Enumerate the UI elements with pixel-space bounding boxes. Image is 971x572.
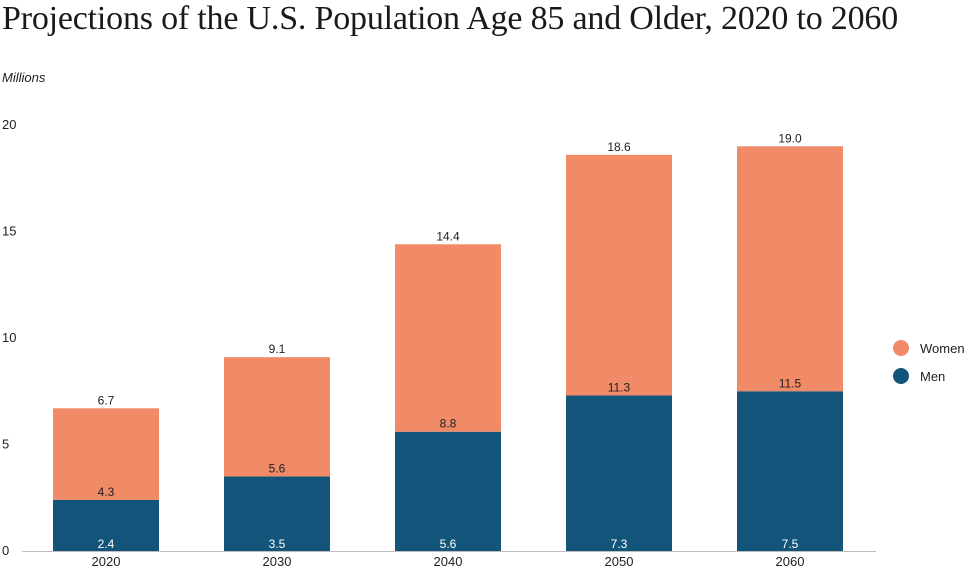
data-label-men-2030: 3.5: [269, 537, 286, 551]
x-tick-label-2050: 2050: [605, 554, 634, 569]
data-label-women-2050: 11.3: [608, 381, 631, 395]
bar-women-2060: [737, 146, 843, 392]
x-tick-label-2040: 2040: [434, 554, 463, 569]
data-label-total-2020: 6.7: [98, 393, 115, 407]
bar-women-2020: [53, 408, 159, 500]
chart-title: Projections of the U.S. Population Age 8…: [2, 0, 899, 37]
data-label-women-2040: 8.8: [440, 417, 457, 431]
legend-swatch-men: [893, 368, 909, 384]
legend-label-women: Women: [920, 340, 965, 356]
legend-swatch-women: [893, 340, 909, 356]
legend-item-men: Men: [893, 362, 965, 390]
bar-men-2030: [224, 476, 330, 551]
bar-men-2060: [737, 391, 843, 551]
data-label-men-2040: 5.6: [440, 537, 457, 551]
bar-men-2020: [53, 499, 159, 551]
bar-men-2040: [395, 431, 501, 551]
bar-women-2030: [224, 357, 330, 477]
data-label-men-2050: 7.3: [611, 537, 628, 551]
legend-label-men: Men: [920, 368, 946, 384]
bar-women-2040: [395, 244, 501, 432]
bar-women-2050: [566, 154, 672, 396]
y-tick-label-0: 0: [2, 543, 9, 558]
data-label-total-2060: 19.0: [778, 131, 802, 145]
legend-item-women: Women: [893, 334, 965, 362]
data-label-total-2040: 14.4: [436, 229, 460, 243]
legend: Women Men: [893, 334, 965, 390]
y-tick-label-10: 10: [2, 330, 16, 345]
data-label-women-2060: 11.5: [779, 376, 802, 390]
x-tick-label-2060: 2060: [776, 554, 805, 569]
y-tick-label-15: 15: [2, 224, 16, 239]
data-label-total-2050: 18.6: [607, 140, 631, 154]
x-tick-label-2020: 2020: [92, 554, 121, 569]
y-tick-label-20: 20: [2, 117, 16, 132]
data-label-men-2020: 2.4: [98, 537, 115, 551]
data-label-women-2030: 5.6: [269, 461, 286, 475]
y-axis-unit-label: Millions: [2, 70, 46, 85]
data-label-total-2030: 9.1: [269, 342, 286, 356]
x-tick-label-2030: 2030: [263, 554, 292, 569]
data-label-women-2020: 4.3: [98, 485, 115, 499]
data-label-men-2060: 7.5: [782, 537, 799, 551]
bar-men-2050: [566, 395, 672, 551]
y-tick-label-5: 5: [2, 437, 9, 452]
